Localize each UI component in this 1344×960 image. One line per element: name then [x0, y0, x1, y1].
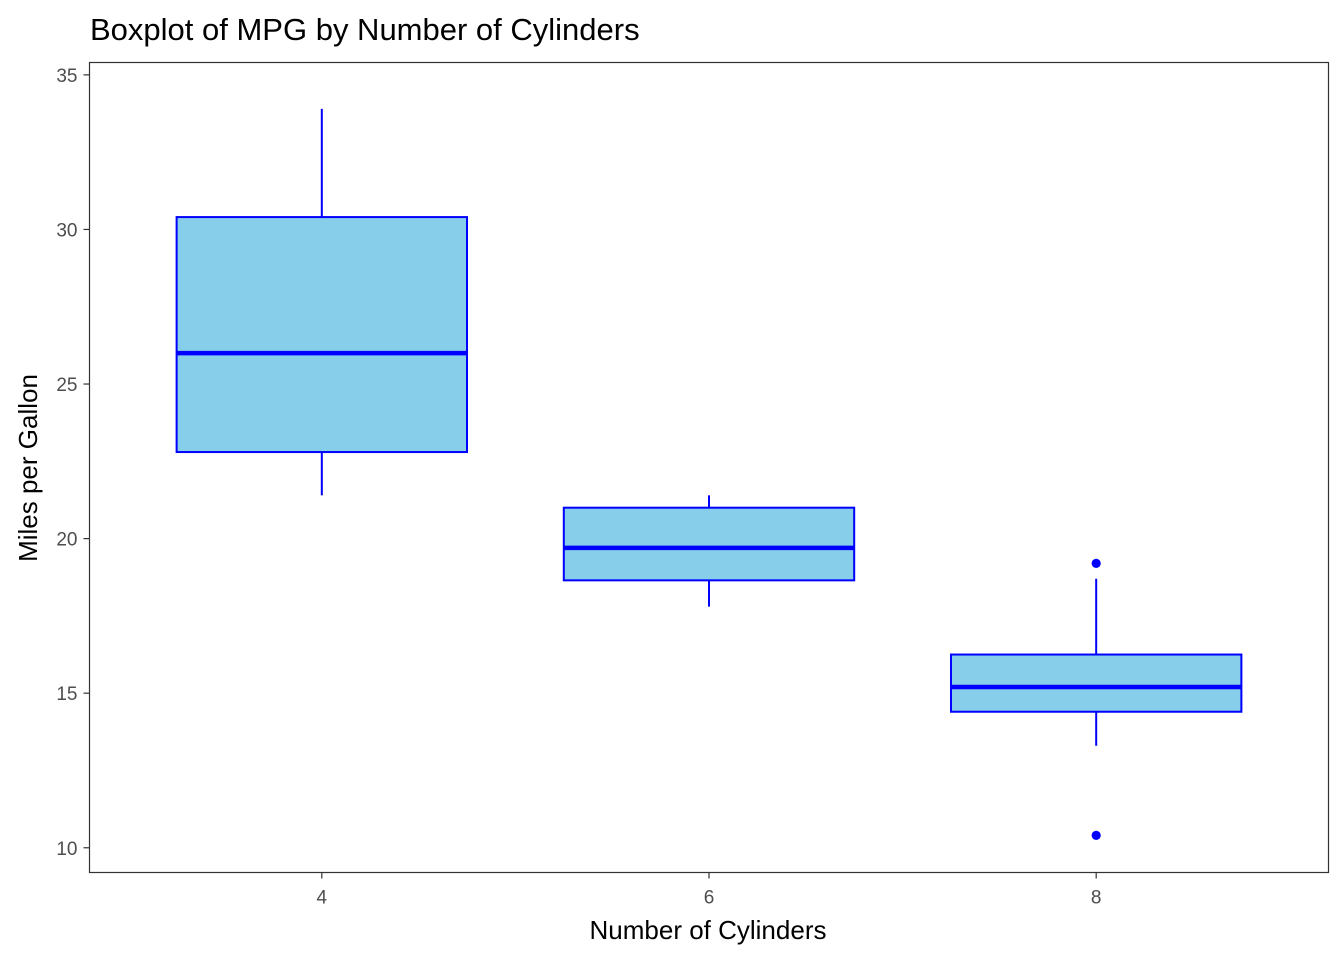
box-cyl-6 — [562, 506, 856, 582]
box-cyl-8 — [949, 653, 1243, 713]
x-tick-label-8: 8 — [1091, 888, 1102, 909]
y-tick-label-25: 25 — [56, 375, 77, 396]
x-axis-title: Number of Cylinders — [590, 915, 827, 945]
outlier-point-cyl-8-1 — [1091, 558, 1101, 568]
chart-title: Boxplot of MPG by Number of Cylinders — [90, 12, 640, 47]
y-axis-title: Miles per Gallon — [13, 374, 43, 562]
y-tick-label-20: 20 — [56, 530, 77, 551]
box-cyl-4 — [175, 216, 469, 454]
x-axis: 4 6 8 — [317, 872, 1102, 909]
outlier-point-cyl-8-2 — [1091, 830, 1101, 841]
y-tick-label-10: 10 — [56, 839, 77, 860]
y-tick-label-15: 15 — [56, 684, 77, 705]
x-tick-label-4: 4 — [317, 888, 328, 909]
plot-marks — [175, 108, 1243, 841]
y-axis: 10 15 20 25 30 35 — [56, 66, 90, 860]
y-tick-label-35: 35 — [56, 66, 77, 87]
x-tick-label-6: 6 — [704, 888, 715, 909]
y-tick-label-30: 30 — [56, 220, 77, 241]
plot-panel — [88, 61, 1330, 874]
